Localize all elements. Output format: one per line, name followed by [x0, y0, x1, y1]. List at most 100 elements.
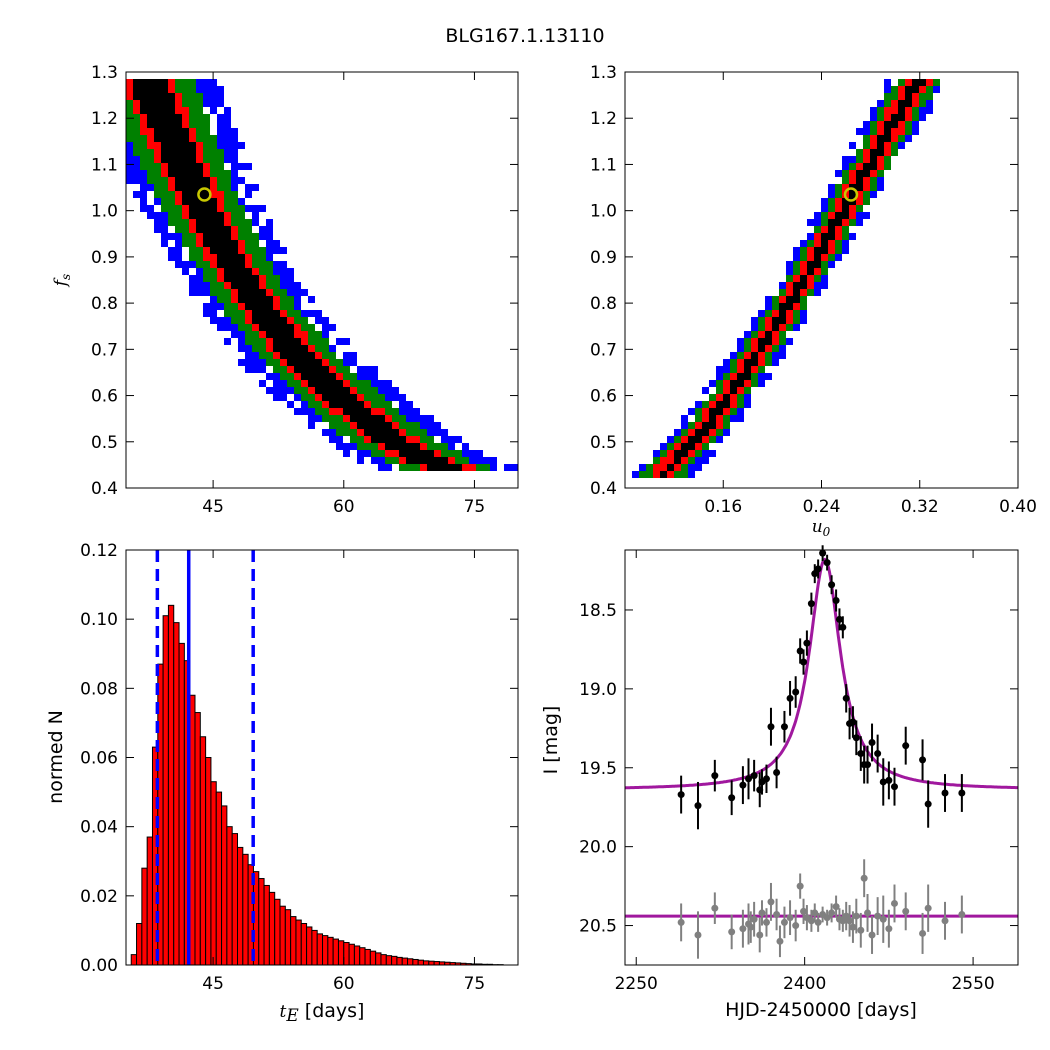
y-axis-label: fs — [51, 274, 73, 288]
heatmap-cell — [336, 366, 343, 373]
heatmap-cell — [147, 163, 154, 170]
heatmap-cell — [758, 331, 765, 338]
heatmap-cell — [133, 86, 140, 93]
heatmap-cell — [814, 226, 821, 233]
heatmap-cell — [287, 275, 294, 282]
heatmap-cell — [364, 373, 371, 380]
heatmap-cell — [154, 79, 161, 86]
heatmap-cell — [294, 394, 301, 401]
heatmap-cell — [406, 450, 413, 457]
heatmap-cell — [322, 380, 329, 387]
heatmap-cell — [828, 184, 835, 191]
heatmap-cell — [793, 275, 800, 282]
heatmap-cell — [807, 219, 814, 226]
heatmap-cell — [280, 331, 287, 338]
heatmap-cell — [639, 471, 646, 478]
heatmap-cell — [716, 366, 723, 373]
heatmap-cell — [695, 401, 702, 408]
heatmap-cell — [702, 387, 709, 394]
heatmap-cell — [259, 205, 266, 212]
heatmap-cell — [350, 429, 357, 436]
histogram-bar — [215, 791, 223, 966]
heatmap-cell — [884, 163, 891, 170]
heatmap-cell — [182, 198, 189, 205]
heatmap-cell — [828, 226, 835, 233]
heatmap-cell — [126, 100, 133, 107]
heatmap-cell — [294, 352, 301, 359]
heatmap-cell — [175, 128, 182, 135]
histogram-bar — [268, 891, 276, 966]
heatmap-cell — [842, 226, 849, 233]
heatmap-cell — [315, 387, 322, 394]
heatmap-cell — [203, 226, 210, 233]
heatmap-cell — [378, 380, 385, 387]
data-point — [823, 559, 831, 567]
heatmap-cell — [511, 464, 518, 471]
heatmap-cell — [273, 310, 280, 317]
heatmap-cell — [182, 240, 189, 247]
heatmap-cell — [280, 366, 287, 373]
heatmap-cell — [133, 149, 140, 156]
y-tick-label: 0.04 — [80, 818, 118, 838]
heatmap-cell — [140, 121, 147, 128]
heatmap-cell — [667, 464, 674, 471]
heatmap-cell — [161, 156, 168, 163]
heatmap-cell — [301, 324, 308, 331]
heatmap-cell — [919, 107, 926, 114]
heatmap-cell — [378, 450, 385, 457]
heatmap-cell — [737, 366, 744, 373]
heatmap-cell — [814, 268, 821, 275]
heatmap-cell — [863, 135, 870, 142]
heatmap-cell — [336, 436, 343, 443]
heatmap-cell — [126, 86, 133, 93]
residual-point — [852, 912, 860, 920]
heatmap-cell — [322, 317, 329, 324]
heatmap-cell — [280, 296, 287, 303]
heatmap-cell — [301, 317, 308, 324]
heatmap-cell — [891, 149, 898, 156]
heatmap-cell — [842, 212, 849, 219]
heatmap-cell — [315, 310, 322, 317]
heatmap-cell — [350, 443, 357, 450]
heatmap-cell — [343, 394, 350, 401]
y-tick-label: 0.6 — [91, 387, 118, 407]
heatmap-cell — [660, 464, 667, 471]
heatmap-cell — [217, 282, 224, 289]
heatmap-cell — [371, 408, 378, 415]
heatmap-cell — [336, 380, 343, 387]
heatmap-cell — [154, 163, 161, 170]
heatmap-cell — [898, 135, 905, 142]
axes-frame — [125, 71, 519, 489]
heatmap-cell — [441, 457, 448, 464]
data-point — [849, 718, 857, 726]
residual-point — [902, 907, 910, 915]
data-point — [874, 750, 882, 758]
heatmap-cell — [371, 457, 378, 464]
heatmap-cell — [238, 198, 245, 205]
heatmap-cell — [252, 345, 259, 352]
heatmap-cell — [884, 93, 891, 100]
heatmap-cell — [504, 464, 511, 471]
heatmap-cell — [336, 394, 343, 401]
heatmap-cell — [919, 86, 926, 93]
heatmap-cell — [280, 324, 287, 331]
heatmap-cell — [793, 317, 800, 324]
heatmap-cell — [681, 436, 688, 443]
y-tick-label: 1.0 — [590, 202, 617, 222]
heatmap-cell — [378, 387, 385, 394]
heatmap-cell — [455, 464, 462, 471]
heatmap-cell — [280, 289, 287, 296]
heatmap-cell — [807, 289, 814, 296]
heatmap-cell — [364, 387, 371, 394]
heatmap-cell — [182, 184, 189, 191]
heatmap-cell — [168, 163, 175, 170]
x-tick-label: 60 — [333, 497, 355, 517]
heatmap-cell — [427, 464, 434, 471]
heatmap-cell — [168, 219, 175, 226]
heatmap-cell — [392, 408, 399, 415]
heatmap-cell — [154, 135, 161, 142]
heatmap-cell — [189, 212, 196, 219]
heatmap-cell — [189, 233, 196, 240]
heatmap-cell — [140, 149, 147, 156]
heatmap-cell — [126, 79, 133, 86]
